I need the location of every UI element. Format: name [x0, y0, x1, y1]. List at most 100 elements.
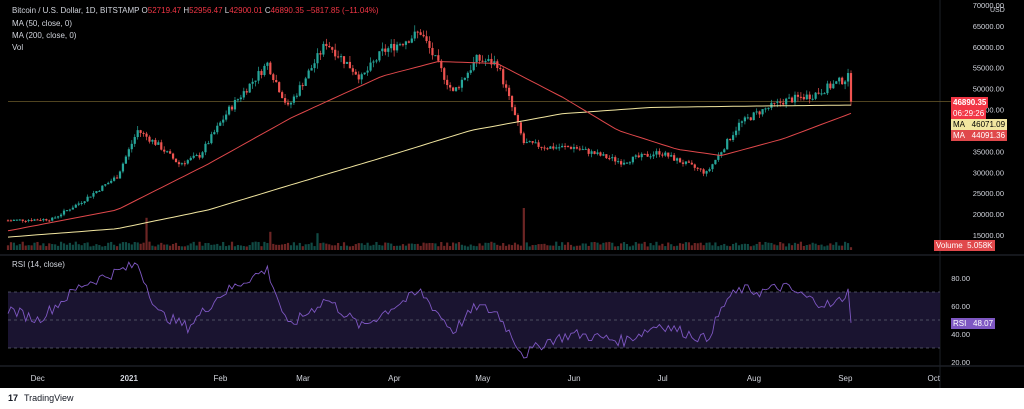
- candle-body: [51, 217, 54, 221]
- candle-body: [233, 100, 237, 110]
- candle-body: [808, 94, 811, 100]
- time-tick-label: 2021: [120, 374, 138, 383]
- candle-body: [799, 96, 802, 98]
- volume-bar: [590, 242, 593, 250]
- candle-body: [345, 61, 349, 64]
- candle-body: [151, 139, 154, 142]
- candle-body: [472, 62, 475, 71]
- candle-body: [572, 147, 576, 149]
- ohlc-change: −5817.85 (−11.04%): [306, 6, 379, 15]
- volume-bar: [313, 246, 316, 250]
- candle-body: [667, 152, 670, 157]
- candle-body: [15, 219, 18, 221]
- volume-bar: [62, 243, 66, 250]
- price-tick-label: 70000.00: [973, 1, 1004, 10]
- volume-bar: [443, 245, 446, 250]
- volume-bar: [269, 231, 272, 250]
- candle-body: [286, 102, 290, 105]
- volume-bar: [499, 245, 502, 250]
- volume-bar: [393, 245, 396, 250]
- volume-bar: [820, 244, 823, 250]
- volume-bar: [490, 241, 493, 250]
- rsi-tag-label: RSI: [953, 319, 967, 328]
- candle-body: [510, 96, 514, 108]
- volume-bar: [593, 241, 596, 250]
- volume-bar: [516, 244, 520, 250]
- candle-body: [387, 48, 390, 52]
- volume-bar: [788, 243, 791, 250]
- candle-body: [714, 159, 717, 165]
- candle-body: [213, 132, 216, 135]
- currency-label[interactable]: USD: [990, 7, 1005, 14]
- candle-body: [463, 77, 466, 80]
- candle-body: [39, 219, 42, 221]
- ma200-legend[interactable]: MA (200, close, 0): [12, 31, 77, 40]
- candle-body: [767, 107, 770, 109]
- candle-body: [348, 61, 352, 69]
- candle-body: [204, 143, 207, 153]
- candle-body: [649, 156, 652, 158]
- volume-bar: [743, 243, 746, 250]
- candle-body: [71, 207, 74, 210]
- candle-body: [513, 107, 517, 116]
- candle-body: [304, 78, 307, 86]
- volume-bar: [525, 242, 528, 250]
- rsi-legend[interactable]: RSI (14, close): [12, 260, 65, 269]
- volume-bar: [611, 242, 614, 250]
- candle-body: [832, 83, 835, 89]
- time-tick-label: Dec: [31, 374, 45, 383]
- candle-body: [278, 82, 281, 93]
- volume-bar: [107, 242, 110, 250]
- volume-bar: [572, 246, 576, 250]
- candle-body: [711, 164, 714, 170]
- volume-bar: [283, 243, 287, 250]
- ma50-legend[interactable]: MA (50, close, 0): [12, 19, 73, 28]
- candle-body: [169, 151, 172, 154]
- volume-bar: [599, 244, 602, 250]
- volume-bar: [690, 245, 693, 250]
- last-price-tag: 46890.35: [951, 97, 989, 108]
- price-tick-label: 20000.00: [973, 210, 1004, 219]
- volume-bar: [325, 243, 328, 250]
- candle-body: [490, 58, 493, 65]
- candle-body: [581, 149, 584, 151]
- volume-bar: [622, 242, 626, 250]
- candle-body: [121, 163, 125, 172]
- candle-body: [587, 148, 590, 154]
- volume-bar: [130, 244, 133, 250]
- chart-frame: 70000.00 65000.00 60000.00 55000.00 50000.00…: [0, 0, 1024, 388]
- volume-bar: [764, 241, 767, 250]
- candle-body: [699, 168, 702, 170]
- volume-bar: [51, 244, 54, 250]
- volume-bar: [57, 245, 60, 250]
- candle-body: [555, 147, 558, 149]
- volume-bar: [216, 243, 219, 250]
- candle-body: [89, 196, 92, 198]
- candle-body: [30, 220, 33, 222]
- candle-body: [746, 117, 749, 119]
- candle-body: [407, 41, 410, 43]
- candle-body: [57, 216, 60, 218]
- time-tick-label: Jul: [657, 374, 667, 383]
- candle-body: [670, 155, 673, 157]
- volume-bar: [566, 242, 570, 250]
- volume-bar: [390, 243, 393, 250]
- price-tick-label: 30000.00: [973, 168, 1004, 177]
- candle-body: [625, 162, 629, 164]
- volume-bar: [846, 243, 850, 250]
- volume-bar: [83, 243, 86, 250]
- candle-body: [678, 158, 682, 163]
- candle-body: [216, 125, 219, 133]
- candle-body: [115, 177, 119, 179]
- volume-legend[interactable]: Vol: [12, 43, 24, 52]
- volume-bar: [758, 241, 761, 250]
- candle-body: [496, 61, 499, 68]
- volume-bar: [257, 242, 260, 250]
- volume-bar: [472, 245, 475, 250]
- volume-bar: [717, 246, 720, 250]
- candle-body: [634, 155, 637, 157]
- candle-body: [328, 46, 331, 48]
- candle-body: [289, 102, 293, 105]
- volume-bar: [319, 243, 322, 250]
- candle-body: [36, 219, 39, 221]
